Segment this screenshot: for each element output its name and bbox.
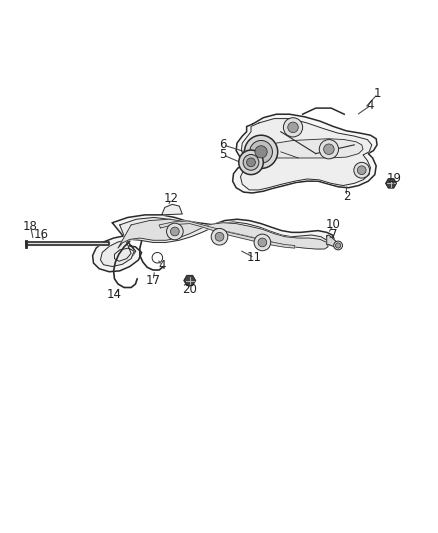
- Text: 12: 12: [163, 192, 178, 205]
- Polygon shape: [100, 217, 327, 266]
- Circle shape: [249, 141, 272, 163]
- Polygon shape: [159, 221, 294, 248]
- Circle shape: [246, 158, 255, 167]
- Text: 4: 4: [158, 259, 165, 272]
- Polygon shape: [26, 242, 109, 246]
- Circle shape: [152, 253, 162, 263]
- Text: 19: 19: [386, 173, 401, 185]
- Circle shape: [333, 241, 342, 250]
- Circle shape: [318, 140, 338, 159]
- Text: 18: 18: [23, 220, 38, 233]
- Text: 4: 4: [366, 99, 373, 112]
- Circle shape: [357, 166, 365, 175]
- Polygon shape: [184, 276, 195, 286]
- Circle shape: [244, 135, 277, 168]
- Circle shape: [283, 118, 302, 137]
- Circle shape: [258, 238, 266, 247]
- Polygon shape: [118, 219, 327, 249]
- Text: 14: 14: [107, 288, 122, 302]
- Text: 11: 11: [247, 251, 261, 264]
- Polygon shape: [92, 215, 333, 272]
- Polygon shape: [240, 118, 371, 190]
- Polygon shape: [326, 235, 339, 248]
- Text: 1: 1: [373, 87, 381, 100]
- Text: 20: 20: [182, 282, 197, 296]
- Circle shape: [254, 234, 270, 251]
- Circle shape: [215, 232, 223, 241]
- Circle shape: [353, 163, 369, 178]
- Polygon shape: [255, 139, 362, 158]
- Circle shape: [243, 155, 258, 170]
- Text: 6: 6: [219, 139, 226, 151]
- Circle shape: [254, 146, 267, 158]
- Text: 2: 2: [342, 190, 350, 203]
- Circle shape: [323, 144, 333, 155]
- Circle shape: [335, 243, 340, 248]
- Text: 5: 5: [219, 148, 226, 161]
- Polygon shape: [385, 179, 396, 188]
- Circle shape: [238, 150, 263, 175]
- Circle shape: [166, 223, 183, 240]
- Text: 7: 7: [329, 229, 336, 241]
- Text: 17: 17: [145, 274, 160, 287]
- Circle shape: [170, 227, 179, 236]
- Text: 10: 10: [325, 219, 340, 231]
- Polygon shape: [161, 204, 182, 215]
- Circle shape: [287, 122, 297, 133]
- Polygon shape: [232, 114, 376, 193]
- Circle shape: [211, 229, 227, 245]
- Text: 16: 16: [33, 229, 48, 241]
